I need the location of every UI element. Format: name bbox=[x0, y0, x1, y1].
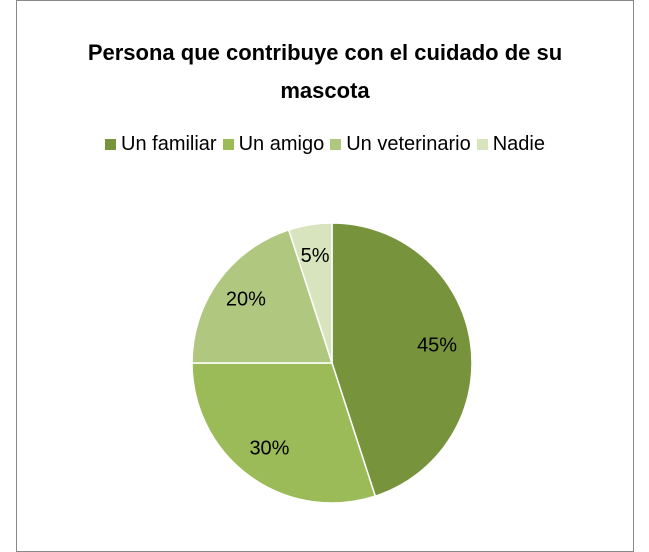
legend-item: Un familiar bbox=[105, 133, 217, 156]
pie-slice bbox=[191, 228, 334, 364]
pie-slice bbox=[331, 222, 473, 498]
legend-swatch bbox=[330, 139, 342, 150]
legend-label: Un familiar bbox=[121, 133, 217, 155]
pie-slice bbox=[191, 362, 377, 504]
data-label: 30% bbox=[249, 437, 289, 459]
legend-swatch bbox=[222, 139, 234, 150]
data-label: 45% bbox=[417, 335, 457, 357]
legend-item: Un veterinario bbox=[330, 133, 471, 156]
data-label: 5% bbox=[301, 245, 330, 267]
legend: Un familiar Un amigo Un veterinario Nadie bbox=[17, 133, 633, 156]
legend-label: Un amigo bbox=[238, 133, 325, 155]
pie-slice bbox=[287, 222, 333, 364]
legend-swatch bbox=[105, 139, 117, 150]
data-label: 20% bbox=[226, 289, 266, 311]
legend-label: Nadie bbox=[492, 133, 545, 155]
legend-item: Un amigo bbox=[222, 133, 325, 156]
legend-swatch bbox=[476, 139, 488, 150]
legend-item: Nadie bbox=[476, 133, 545, 156]
legend-label: Un veterinario bbox=[346, 133, 471, 155]
chart-title: Persona que contribuye con el cuidado de… bbox=[87, 40, 563, 103]
